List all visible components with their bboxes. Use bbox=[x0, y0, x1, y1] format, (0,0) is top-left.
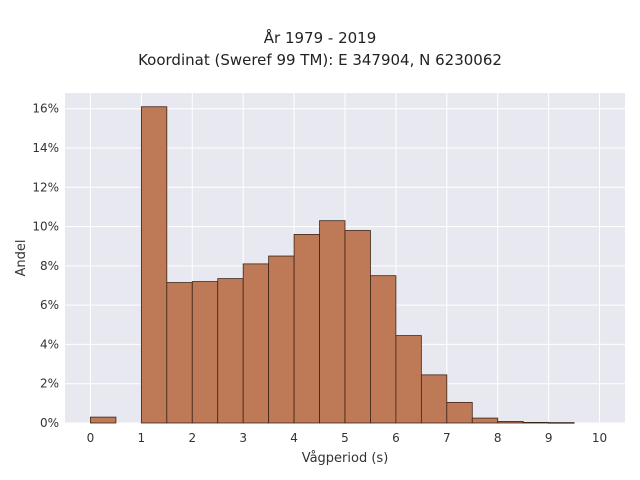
y-tick-label: 0% bbox=[40, 416, 59, 430]
histogram-bar bbox=[420, 374, 448, 424]
x-tick-label: 10 bbox=[592, 431, 607, 445]
x-axis-label: Vågperiod (s) bbox=[302, 451, 389, 466]
histogram-bar bbox=[217, 278, 244, 424]
y-tick-label: 12% bbox=[32, 180, 59, 194]
histogram-bar bbox=[319, 220, 346, 424]
bars-group bbox=[90, 106, 575, 424]
histogram-bar bbox=[344, 230, 371, 424]
x-tick-label: 9 bbox=[545, 431, 553, 445]
x-axis-ticks: 0 1 2 3 4 5 6 7 8 9 10 bbox=[87, 431, 608, 445]
histogram-bar bbox=[446, 401, 473, 424]
chart-subtitle: Koordinat (Sweref 99 TM): E 347904, N 62… bbox=[138, 51, 502, 69]
y-tick-label: 4% bbox=[40, 337, 59, 351]
chart-title: År 1979 - 2019 bbox=[263, 29, 377, 47]
histogram-bar bbox=[191, 281, 219, 424]
y-axis-label: Andel bbox=[14, 240, 29, 277]
y-tick-label: 2% bbox=[40, 377, 59, 391]
x-tick-label: 5 bbox=[341, 431, 349, 445]
x-tick-label: 7 bbox=[443, 431, 451, 445]
y-tick-label: 10% bbox=[32, 220, 59, 234]
y-tick-label: 16% bbox=[32, 102, 59, 116]
x-tick-label: 3 bbox=[239, 431, 247, 445]
histogram-bar bbox=[395, 335, 422, 424]
x-tick-label: 0 bbox=[87, 431, 95, 445]
histogram-bar bbox=[497, 421, 524, 424]
histogram-bar bbox=[471, 417, 499, 424]
x-tick-label: 8 bbox=[494, 431, 502, 445]
y-tick-label: 6% bbox=[40, 298, 59, 312]
histogram-bar bbox=[268, 255, 295, 424]
histogram-bar bbox=[370, 275, 397, 424]
y-tick-label: 14% bbox=[32, 141, 59, 155]
histogram-bar bbox=[522, 422, 550, 424]
x-tick-label: 6 bbox=[392, 431, 400, 445]
histogram-bar bbox=[293, 234, 320, 424]
x-tick-label: 1 bbox=[138, 431, 146, 445]
x-tick-label: 4 bbox=[290, 431, 298, 445]
histogram-bar bbox=[90, 416, 117, 424]
y-tick-label: 8% bbox=[40, 259, 59, 273]
histogram-bar bbox=[242, 263, 270, 424]
histogram-bar bbox=[548, 422, 575, 424]
y-axis-ticks: 0% 2% 4% 6% 8% 10% 12% 14% 16% bbox=[32, 102, 59, 430]
x-tick-label: 2 bbox=[188, 431, 196, 445]
histogram-bar bbox=[140, 106, 168, 424]
histogram-bar bbox=[166, 282, 193, 424]
